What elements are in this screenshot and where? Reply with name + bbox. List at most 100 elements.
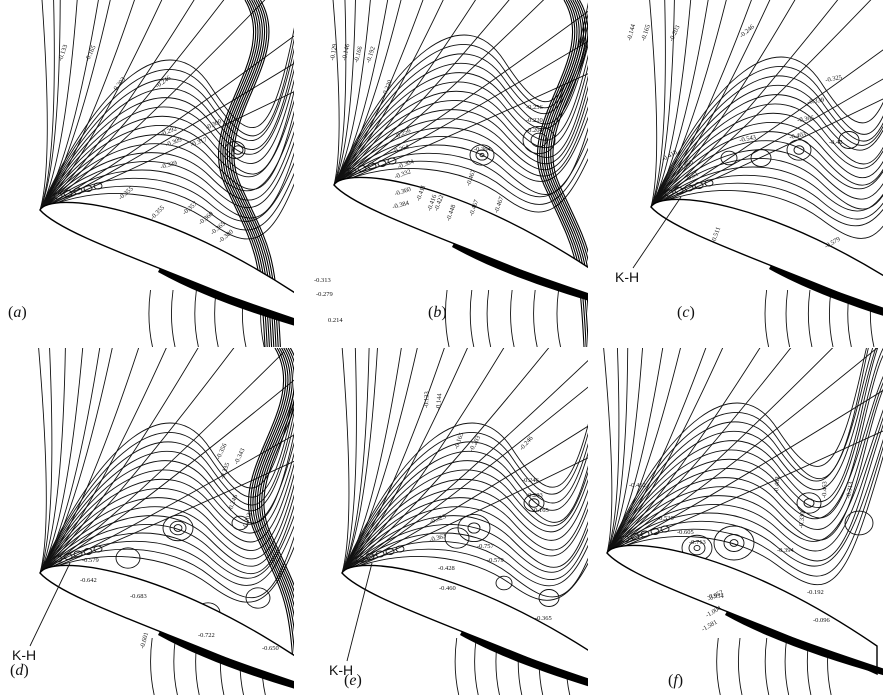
- contour-line: [341, 469, 588, 574]
- contour-plot-f: [603, 348, 883, 695]
- contour-line: [263, 348, 294, 587]
- vortex-ring: [538, 589, 560, 607]
- contour-line: [39, 27, 294, 211]
- contour-line: [341, 441, 588, 574]
- contour-line: [341, 524, 588, 574]
- vortex-ring: [169, 520, 187, 536]
- vortex-ring: [479, 152, 485, 158]
- panel-letter-text: c: [682, 304, 690, 321]
- kh-roller: [93, 182, 103, 190]
- kh-roller: [684, 184, 694, 192]
- panel-letter: (b): [428, 304, 447, 321]
- contour-line: [606, 348, 643, 554]
- contour-line: [39, 0, 55, 211]
- contour-plot-e: [341, 348, 588, 695]
- contour-line: [807, 289, 813, 347]
- airfoil-shape: [650, 198, 883, 313]
- shear-layer-contours: [341, 422, 588, 601]
- contour-plot-a: [39, 0, 294, 347]
- contour-line: [606, 446, 883, 577]
- contour-line: [606, 348, 869, 554]
- vortex-ring: [786, 139, 812, 161]
- contour-value-label: -0.530: [657, 515, 674, 522]
- airfoil-lower-surface: [452, 243, 588, 301]
- panel-letter-text: f: [673, 672, 678, 689]
- contour-line: [650, 84, 883, 208]
- contour-line: [606, 376, 883, 554]
- vortex-ring: [231, 515, 249, 531]
- contour-line: [333, 40, 588, 186]
- contour-line: [716, 637, 721, 695]
- contour-line: [606, 409, 883, 554]
- contour-line: [650, 0, 666, 208]
- airfoil-lower-surface: [725, 611, 883, 676]
- kh-roller: [387, 157, 397, 165]
- wake-lines: [445, 289, 562, 347]
- contour-line: [341, 348, 357, 574]
- vortex-ring: [495, 575, 513, 591]
- contour-line: [341, 488, 588, 574]
- panel-f: -0.462 -0.530 -0.605 -0.713 -0.483 -0.330 -0.4…: [589, 348, 883, 695]
- contour-line: [606, 355, 883, 554]
- contour-line: [333, 22, 588, 186]
- contour-line: [150, 637, 155, 695]
- contour-line: [469, 289, 475, 347]
- contour-line: [39, 504, 294, 575]
- contour-value-label: -0.605: [677, 529, 694, 536]
- contour-line: [606, 382, 883, 554]
- panel-letter-text: b: [433, 304, 442, 321]
- airfoil-shape: [606, 544, 878, 676]
- contour-line: [231, 0, 279, 347]
- kh-roller: [630, 533, 640, 540]
- contour-line: [650, 0, 692, 208]
- contour-line: [341, 348, 370, 574]
- vortex-ring: [729, 539, 739, 547]
- contour-value-label: -0.954: [707, 593, 724, 600]
- contour-line: [39, 0, 61, 211]
- contour-line: [606, 348, 620, 554]
- panel-a: -0.133 -0.165 -0.203 -0.246 -0.292 -0.300 -0.3…: [0, 0, 294, 347]
- vortex-ring: [523, 494, 545, 512]
- contour-line: [333, 54, 588, 186]
- kh-pointer: [346, 562, 373, 662]
- contour-line: [341, 556, 588, 601]
- contour-line: [39, 172, 294, 231]
- vortex-ring: [528, 498, 540, 508]
- contour-value-label: -0.579: [82, 557, 99, 564]
- kh-pointer: [632, 196, 682, 269]
- kh-label: K-H: [615, 269, 640, 285]
- panel-letter-text: d: [15, 662, 24, 679]
- kh-label: K-H: [329, 662, 354, 678]
- contour-line: [254, 348, 294, 618]
- contour-line: [38, 348, 47, 574]
- contour-value-label: -0.579: [487, 557, 504, 564]
- contour-line: [341, 450, 588, 574]
- vortex-contours: [347, 125, 556, 175]
- contour-line: [333, 127, 588, 195]
- contour-line: [341, 506, 588, 574]
- kh-roller: [83, 185, 93, 192]
- kh-roller: [367, 162, 377, 170]
- contour-line: [341, 532, 588, 581]
- contour-line: [341, 515, 588, 574]
- contour-line: [39, 400, 294, 574]
- contour-line: [606, 348, 879, 554]
- vortex-contours: [355, 494, 560, 607]
- contour-line: [39, 91, 294, 211]
- airfoil-shape: [333, 176, 588, 300]
- contour-line: [341, 432, 588, 574]
- kh-roller: [650, 528, 660, 535]
- airfoil-shape: [39, 564, 294, 688]
- contour-line: [606, 348, 883, 554]
- contour-line: [333, 2, 588, 186]
- vortex-ring: [173, 524, 183, 532]
- contour-line: [828, 289, 834, 347]
- contour-line: [606, 348, 867, 554]
- vortex-ring: [750, 149, 772, 167]
- airfoil-lower-surface: [158, 268, 294, 326]
- airfoil-lower-surface: [158, 631, 294, 689]
- vortex-contours: [664, 131, 860, 197]
- contour-value-label: -0.246: [522, 477, 539, 484]
- contour-value-label: -0.463: [821, 481, 829, 499]
